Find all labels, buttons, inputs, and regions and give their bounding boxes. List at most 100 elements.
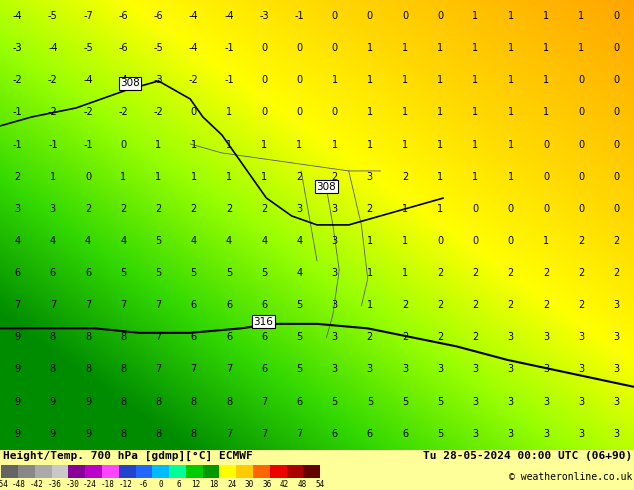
Text: 1: 1: [155, 172, 162, 182]
Text: 0: 0: [437, 11, 443, 21]
Text: 1: 1: [543, 107, 549, 118]
Text: 0: 0: [472, 204, 479, 214]
Bar: [1, 465, 18, 478]
Text: 0: 0: [261, 107, 267, 118]
Text: -5: -5: [83, 43, 93, 53]
Text: 6: 6: [176, 480, 181, 489]
Text: 1: 1: [261, 140, 267, 149]
Text: 3: 3: [613, 365, 619, 374]
Text: 2: 2: [261, 204, 268, 214]
Text: 8: 8: [50, 365, 56, 374]
Bar: [102, 465, 119, 478]
Text: -6: -6: [119, 43, 128, 53]
Text: -1: -1: [83, 140, 93, 149]
Text: 9: 9: [15, 332, 21, 343]
Text: 2: 2: [578, 300, 585, 310]
Bar: [169, 465, 186, 478]
Text: 6: 6: [402, 429, 408, 439]
Text: 1: 1: [508, 43, 514, 53]
Text: -4: -4: [119, 75, 128, 85]
Text: 1: 1: [120, 172, 126, 182]
Text: 316: 316: [253, 317, 273, 327]
Text: -3: -3: [13, 43, 22, 53]
Text: 0: 0: [543, 140, 549, 149]
Bar: [119, 465, 136, 478]
Bar: [35, 465, 51, 478]
Text: 1: 1: [578, 43, 584, 53]
Text: 3: 3: [332, 365, 338, 374]
Text: 5: 5: [261, 268, 268, 278]
Text: 8: 8: [191, 396, 197, 407]
Text: 3: 3: [472, 396, 479, 407]
Text: 0: 0: [543, 172, 549, 182]
Text: -1: -1: [13, 107, 22, 118]
Bar: [18, 465, 35, 478]
Text: 2: 2: [296, 172, 302, 182]
Text: 0: 0: [332, 43, 338, 53]
Text: 1: 1: [261, 172, 267, 182]
Text: 3: 3: [613, 300, 619, 310]
Text: 9: 9: [85, 396, 91, 407]
Text: 4: 4: [296, 268, 302, 278]
Text: 8: 8: [120, 396, 126, 407]
Text: 0: 0: [578, 140, 584, 149]
Text: 6: 6: [226, 332, 232, 343]
Text: 3: 3: [402, 365, 408, 374]
Text: -2: -2: [189, 75, 198, 85]
Text: Height/Temp. 700 hPa [gdmp][°C] ECMWF: Height/Temp. 700 hPa [gdmp][°C] ECMWF: [3, 451, 252, 461]
Text: 3: 3: [332, 268, 338, 278]
Text: 9: 9: [15, 429, 21, 439]
Text: 3: 3: [543, 396, 549, 407]
Text: 4: 4: [261, 236, 267, 246]
Text: 0: 0: [85, 172, 91, 182]
Text: 4: 4: [191, 236, 197, 246]
Text: 5: 5: [296, 332, 302, 343]
Bar: [270, 465, 287, 478]
Text: 5: 5: [120, 268, 126, 278]
Text: 2: 2: [15, 172, 21, 182]
Text: 1: 1: [367, 43, 373, 53]
Text: 2: 2: [191, 204, 197, 214]
Text: 1: 1: [472, 11, 479, 21]
Text: 5: 5: [332, 396, 338, 407]
Bar: [219, 465, 236, 478]
Text: 5: 5: [226, 268, 232, 278]
Text: 7: 7: [226, 365, 232, 374]
Text: 1: 1: [508, 75, 514, 85]
Text: 2: 2: [402, 332, 408, 343]
Text: -30: -30: [65, 480, 79, 489]
Text: 4: 4: [120, 236, 126, 246]
Text: 7: 7: [120, 300, 126, 310]
Bar: [287, 465, 304, 478]
Text: 1: 1: [367, 236, 373, 246]
Text: -4: -4: [224, 11, 234, 21]
Text: -36: -36: [48, 480, 61, 489]
Text: -2: -2: [153, 107, 164, 118]
Text: 2: 2: [226, 204, 232, 214]
Text: 7: 7: [15, 300, 21, 310]
Text: 3: 3: [613, 332, 619, 343]
Text: 2: 2: [578, 236, 585, 246]
Text: 7: 7: [155, 300, 162, 310]
Text: 3: 3: [472, 365, 479, 374]
Text: 1: 1: [402, 236, 408, 246]
Text: 2: 2: [437, 332, 443, 343]
Text: 0: 0: [613, 11, 619, 21]
Text: -3: -3: [259, 11, 269, 21]
Text: 0: 0: [613, 172, 619, 182]
Bar: [51, 465, 68, 478]
Text: 3: 3: [578, 365, 584, 374]
Text: 2: 2: [85, 204, 91, 214]
Text: 1: 1: [578, 11, 584, 21]
Text: 1: 1: [226, 140, 232, 149]
Text: 6: 6: [261, 300, 267, 310]
Text: 6: 6: [332, 429, 338, 439]
Text: -18: -18: [101, 480, 115, 489]
Text: 1: 1: [367, 107, 373, 118]
Text: 1: 1: [437, 204, 443, 214]
Text: 12: 12: [191, 480, 201, 489]
Text: 9: 9: [85, 429, 91, 439]
Text: 3: 3: [508, 365, 514, 374]
Text: -2: -2: [13, 75, 22, 85]
Text: 6: 6: [15, 268, 21, 278]
